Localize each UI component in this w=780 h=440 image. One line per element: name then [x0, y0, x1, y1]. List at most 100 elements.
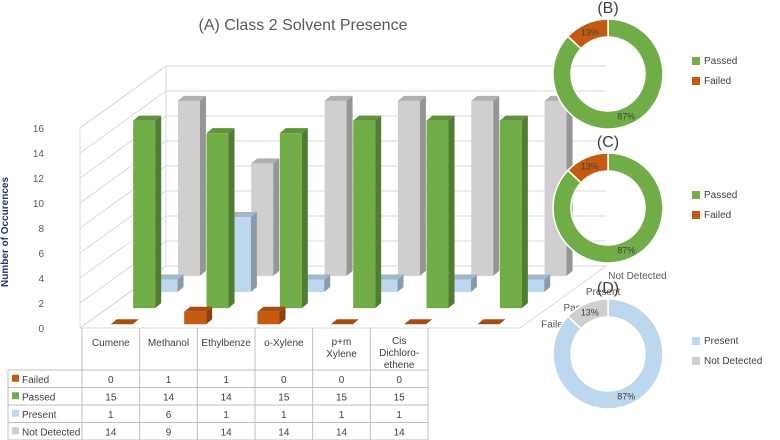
legend-label: Present	[704, 336, 739, 347]
slice-failed	[566, 152, 609, 184]
table-cell: 0	[108, 375, 114, 386]
bar-side	[206, 306, 213, 325]
bar-failed	[184, 306, 213, 325]
table-cell: 1	[108, 410, 114, 421]
bar-top	[324, 95, 353, 101]
bar-passed	[353, 115, 382, 309]
bar-front	[353, 120, 376, 309]
slice-data-label: 13%	[581, 27, 599, 37]
bar-side	[279, 306, 286, 325]
bar-side	[419, 95, 426, 276]
legend-label: Failed	[704, 76, 731, 87]
bar-failed	[404, 319, 433, 325]
category-label: o-Xylene	[264, 338, 304, 349]
legend-key	[692, 357, 700, 365]
bar-top	[133, 115, 162, 121]
bar-not-detected	[177, 95, 206, 276]
bar-top	[257, 306, 286, 312]
table-cell: 6	[166, 410, 172, 421]
slice-data-label: 13%	[581, 307, 599, 317]
bar-passed	[426, 115, 455, 309]
gridline	[79, 140, 606, 204]
category-label: Ethylbenze	[201, 338, 251, 349]
panel-label: (D)	[597, 280, 619, 297]
bar-side	[177, 274, 184, 293]
table-cell: 15	[394, 392, 406, 403]
bar-side	[324, 274, 331, 293]
category-label: Cis Dichloro-ethene	[379, 336, 419, 371]
bar-side	[346, 95, 353, 276]
bar-not-detected	[251, 158, 280, 276]
bar-failed	[110, 319, 139, 325]
legend-key	[12, 374, 19, 382]
bar-side	[155, 115, 162, 309]
bar-top	[155, 274, 184, 280]
bar-top	[404, 319, 433, 325]
y-tick-label: 14	[33, 149, 45, 160]
gridline	[79, 240, 606, 304]
bar-side	[470, 274, 477, 293]
bar-top	[302, 274, 331, 280]
bar-front	[324, 100, 347, 276]
panel-label: (B)	[597, 0, 618, 17]
bar-front	[471, 100, 494, 276]
table-cell: 14	[105, 427, 117, 438]
bar-side	[199, 95, 206, 276]
donut-chart: (D) 87% 13% Present Not Detected	[552, 280, 762, 410]
gridline	[79, 90, 606, 154]
y-tick-label: 0	[38, 324, 44, 335]
bar-front	[426, 120, 449, 309]
bar-not-detected	[324, 95, 353, 276]
table-cell: 15	[105, 392, 117, 403]
bar-side	[493, 95, 500, 276]
donut-charts: (B) 87% 13% Passed Failed (C) 87% 13% Passed Fail…	[552, 0, 762, 410]
category-label: p+m Xylene	[326, 337, 357, 360]
data-table: Cumene Methanol Ethylbenze o-Xylene p+m Xylen…	[7, 328, 429, 440]
legend-label: Not Detected	[704, 356, 762, 367]
table-cell: 14	[336, 427, 348, 438]
category-label: Methanol	[148, 338, 189, 349]
bar-top	[110, 319, 139, 325]
bar-front	[133, 120, 156, 309]
slice-present	[552, 298, 664, 410]
bar-top	[177, 95, 206, 101]
legend-key	[12, 409, 19, 417]
legend-key	[12, 427, 19, 435]
bar-failed	[257, 306, 286, 325]
bar-top	[471, 95, 500, 101]
table-cell: 1	[166, 375, 172, 386]
bar-top	[397, 95, 426, 101]
depth-axis-label: Failed	[541, 319, 568, 330]
bar-passed	[279, 128, 308, 309]
slice-passed	[552, 152, 664, 264]
legend-label: Passed	[704, 56, 737, 67]
bar-top	[184, 306, 213, 312]
legend-label: Failed	[704, 210, 731, 221]
bar-passed	[133, 115, 162, 309]
gridline	[79, 165, 606, 229]
table-cell: 14	[221, 427, 233, 438]
y-tick-label: 4	[38, 274, 44, 285]
bar-top	[426, 115, 455, 121]
table-cell: 15	[278, 392, 290, 403]
slice-data-label: 87%	[617, 246, 635, 256]
bar-front	[184, 311, 207, 325]
bar-front	[177, 100, 200, 276]
y-tick-label: 6	[38, 249, 44, 260]
y-tick-label: 12	[33, 174, 45, 185]
bar-top	[477, 319, 506, 325]
y-tick-label: 8	[38, 224, 44, 235]
slice-data-label: 13%	[581, 161, 599, 171]
bar-side	[250, 212, 257, 293]
bar-side	[521, 115, 528, 309]
legend-key	[692, 337, 700, 345]
table-row-label: Passed	[22, 392, 55, 403]
slice-data-label: 87%	[617, 392, 635, 402]
bar-top	[375, 274, 404, 280]
gridline	[79, 115, 606, 179]
slice-data-label: 87%	[617, 112, 635, 122]
y-tick-label: 10	[33, 199, 45, 210]
table-cell: 0	[396, 375, 402, 386]
bar-top	[499, 115, 528, 121]
